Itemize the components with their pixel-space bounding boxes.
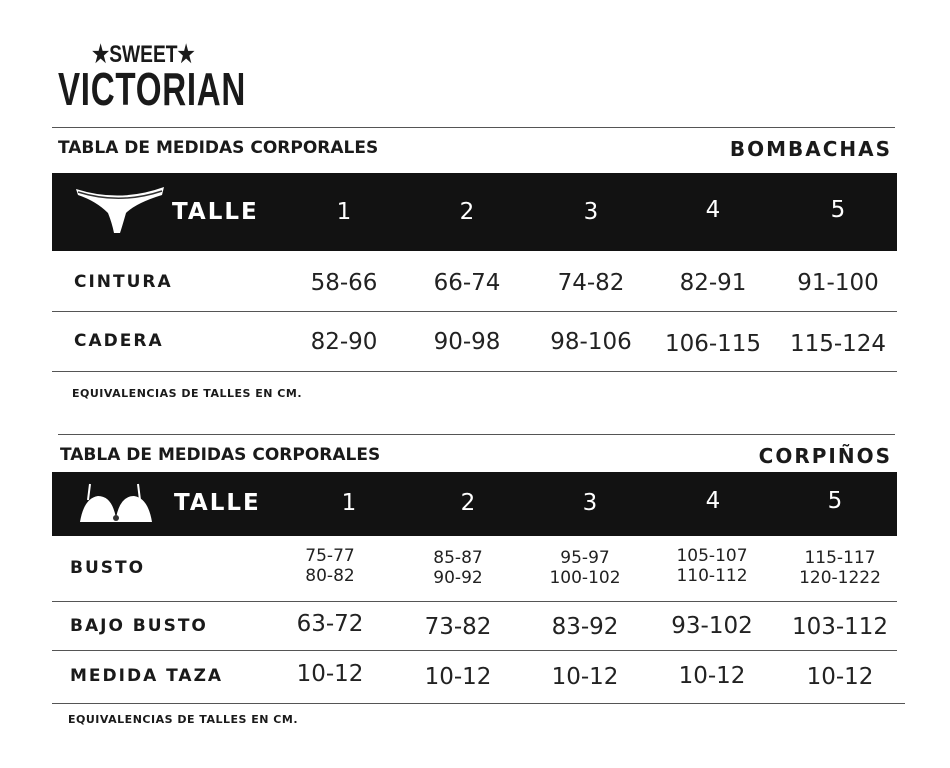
cell: 95-97 100-102 xyxy=(549,548,621,588)
cell: 91-100 xyxy=(797,270,879,296)
cell: 63-72 xyxy=(296,611,364,637)
cell: 83-92 xyxy=(551,614,619,640)
cell: 85-87 90-92 xyxy=(433,548,483,588)
table-title: TABLA DE MEDIDAS CORPORALES xyxy=(58,138,379,158)
divider xyxy=(52,601,897,602)
cell: 10-12 xyxy=(424,664,492,690)
cell: 74-82 xyxy=(557,270,625,296)
divider xyxy=(58,434,895,435)
cell: 10-12 xyxy=(296,661,364,687)
cell: 103-112 xyxy=(791,614,889,640)
cell: 98-106 xyxy=(550,329,632,355)
divider xyxy=(52,127,895,128)
cell: 10-12 xyxy=(551,664,619,690)
table-note: EQUIVALENCIAS DE TALLES EN CM. xyxy=(68,713,298,726)
table-title: TABLA DE MEDIDAS CORPORALES xyxy=(60,445,381,465)
divider xyxy=(52,371,897,372)
cell: 10-12 xyxy=(806,664,874,690)
logo-line2: VICTORIAN xyxy=(58,63,247,115)
cell: 58-66 xyxy=(310,270,378,296)
size-3: 3 xyxy=(583,199,599,225)
cell: 115-124 xyxy=(789,331,887,357)
cell: 115-117 120-1222 xyxy=(799,548,881,588)
header-label: TALLE xyxy=(174,490,261,516)
table-note: EQUIVALENCIAS DE TALLES EN CM. xyxy=(72,387,302,400)
cell: 82-91 xyxy=(679,270,747,296)
size-3: 3 xyxy=(582,490,598,516)
size-1: 1 xyxy=(336,199,352,225)
size-4: 4 xyxy=(705,197,721,223)
cell: 106-115 xyxy=(664,331,762,357)
cell: 10-12 xyxy=(678,663,746,689)
size-5: 5 xyxy=(827,488,843,514)
bra-icon xyxy=(80,483,152,522)
table-category: CORPIÑOS xyxy=(758,444,892,468)
size-2: 2 xyxy=(459,199,475,225)
row-label: CINTURA xyxy=(74,272,173,292)
size-4: 4 xyxy=(705,488,721,514)
row-label: BAJO BUSTO xyxy=(70,616,208,636)
table-header: TALLE 1 2 3 4 5 xyxy=(52,472,897,536)
cell: 93-102 xyxy=(671,613,753,639)
row-label: BUSTO xyxy=(70,558,146,578)
cell: 75-77 80-82 xyxy=(305,546,355,586)
cell: 90-98 xyxy=(433,329,501,355)
table-header: TALLE 1 2 3 4 5 xyxy=(52,173,897,251)
divider xyxy=(52,311,897,312)
cell: 82-90 xyxy=(310,329,378,355)
header-label: TALLE xyxy=(172,199,259,225)
cell: 66-74 xyxy=(433,270,501,296)
logo-line1: ★SWEET★ xyxy=(92,41,195,68)
cell: 73-82 xyxy=(424,614,492,640)
size-2: 2 xyxy=(460,490,476,516)
divider xyxy=(52,650,897,651)
size-1: 1 xyxy=(341,490,357,516)
row-label: CADERA xyxy=(74,331,164,351)
panties-icon xyxy=(76,187,164,233)
table-category: BOMBACHAS xyxy=(729,137,892,161)
size-5: 5 xyxy=(830,197,846,223)
row-label: MEDIDA TAZA xyxy=(70,666,224,686)
divider xyxy=(52,703,905,704)
cell: 105-107 110-112 xyxy=(676,546,748,586)
